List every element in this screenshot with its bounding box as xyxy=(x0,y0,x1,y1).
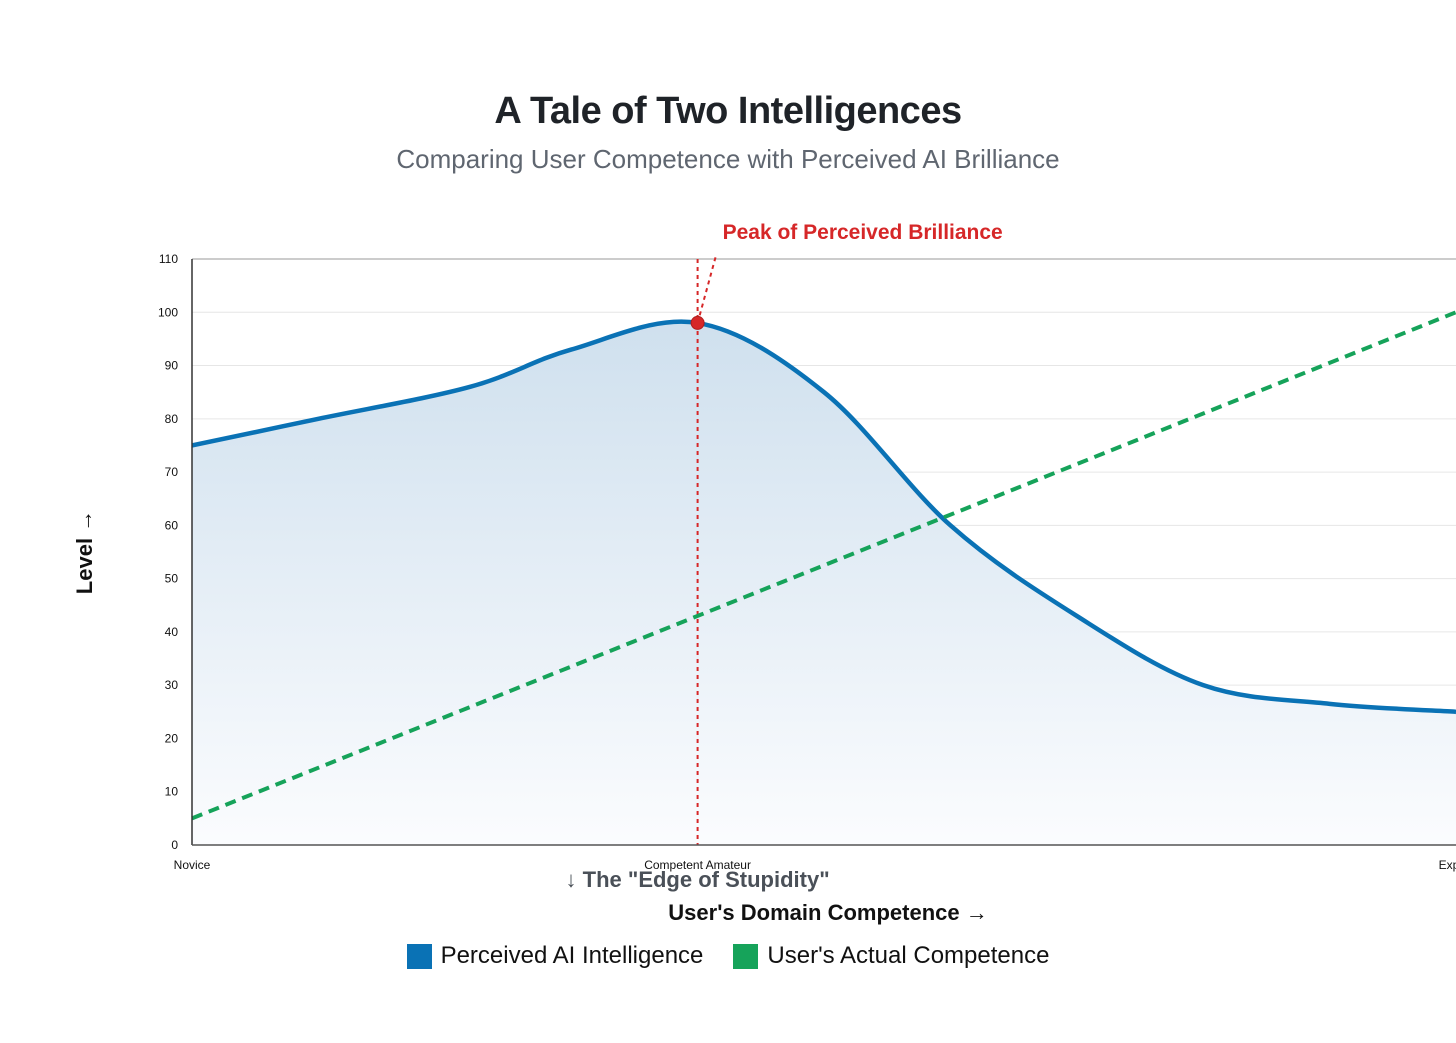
series-line-user-competence[interactable] xyxy=(191,310,1456,821)
y-tick-label-0: 0 xyxy=(171,838,178,852)
legend-label-perceived-ai: Perceived AI Intelligence xyxy=(440,942,704,969)
y-tick-label-10: 10 xyxy=(165,785,179,799)
y-tick-label-40: 40 xyxy=(165,625,179,639)
chart-legend: Perceived AI Intelligence User's Actual … xyxy=(0,942,1456,970)
legend-item-perceived-ai[interactable]: Perceived AI Intelligence xyxy=(406,942,704,970)
chart-title: A Tale of Two Intelligences xyxy=(494,90,962,132)
peak-marker[interactable] xyxy=(690,315,705,330)
x-tick-label-1: Competent Amateur xyxy=(644,858,751,872)
area-fill-perceived-ai xyxy=(192,321,1456,845)
series-line-perceived-ai[interactable] xyxy=(192,319,1456,715)
y-axis-title: Level → xyxy=(72,510,97,594)
y-tick-label-20: 20 xyxy=(165,731,179,745)
x-tick-label-0: Novice xyxy=(174,858,211,872)
legend-swatch-user-competence xyxy=(733,943,759,969)
y-tick-label-60: 60 xyxy=(165,518,179,532)
legend-swatch-perceived-ai xyxy=(406,943,432,969)
x-axis-title: User's Domain Competence → xyxy=(668,900,987,925)
legend-item-user-competence[interactable]: User's Actual Competence xyxy=(733,942,1049,970)
peak-leader-line xyxy=(696,256,717,324)
y-tick-label-50: 50 xyxy=(165,572,179,586)
y-tick-label-30: 30 xyxy=(165,678,179,692)
edge-annotation-label: ↓ The "Edge of Stupidity" xyxy=(566,867,830,892)
y-tick-label-80: 80 xyxy=(165,412,179,426)
y-tick-label-70: 70 xyxy=(165,465,179,479)
peak-annotation-label: Peak of Perceived Brilliance xyxy=(723,221,1003,244)
x-tick-label-2: Expert xyxy=(1439,858,1456,872)
y-tick-label-90: 90 xyxy=(165,359,179,373)
legend-label-user-competence: User's Actual Competence xyxy=(767,942,1050,969)
chart-subtitle: Comparing User Competence with Perceived… xyxy=(396,144,1060,174)
y-tick-label-110: 110 xyxy=(159,252,178,266)
y-tick-label-100: 100 xyxy=(158,305,178,319)
